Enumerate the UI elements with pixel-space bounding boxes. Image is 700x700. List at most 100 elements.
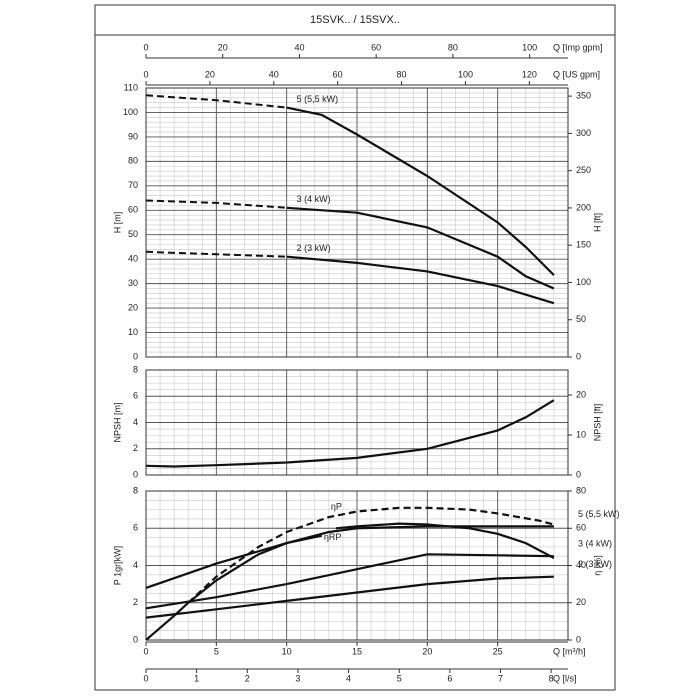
x-axis-label: Q [m³/h] <box>553 646 586 656</box>
x-tick-label: 120 <box>522 69 537 79</box>
x-axis-label: Q [l/s] <box>553 673 577 683</box>
x-tick-label: 80 <box>397 69 407 79</box>
x-tick-label: 5 <box>397 673 402 683</box>
curve <box>187 506 555 604</box>
x-tick-label: 6 <box>447 673 452 683</box>
curve <box>286 106 555 276</box>
plot-frame <box>145 490 569 641</box>
x-tick-label: 0 <box>143 69 148 79</box>
y2-tick-label: 150 <box>576 240 591 250</box>
y-tick-label: 60 <box>128 205 138 215</box>
y-tick-label: 6 <box>133 523 138 533</box>
x-tick-label: 25 <box>493 646 503 656</box>
curve-label: 2 (3 kW) <box>297 243 331 253</box>
y2-tick-label: 60 <box>576 523 586 533</box>
curve-label: 2 (3 kW) <box>578 559 612 569</box>
curve <box>286 255 555 305</box>
y2-tick-label: 10 <box>576 429 586 439</box>
y2-tick-label: 20 <box>576 389 586 399</box>
curve-label: ηRP <box>324 532 342 542</box>
curve <box>145 525 554 589</box>
y-tick-label: 2 <box>133 597 138 607</box>
chart-title: 15SVK.. / 15SVX.. <box>310 14 400 26</box>
curve-label: 3 (4 kW) <box>578 539 612 549</box>
y2-tick-label: 300 <box>576 128 591 138</box>
x-tick-label: 60 <box>333 69 343 79</box>
y2-tick-label: 20 <box>576 597 586 607</box>
x-tick-label: 100 <box>458 69 473 79</box>
curve-label: 5 (5,5 kW) <box>578 509 620 519</box>
y-tick-label: 8 <box>133 485 138 495</box>
y2-tick-label: 200 <box>576 202 591 212</box>
y2-tick-label: 0 <box>576 351 581 361</box>
y2-tick-label: 40 <box>576 560 586 570</box>
y2-tick-label: 0 <box>576 469 581 479</box>
y2-tick-label: 50 <box>576 314 586 324</box>
x-tick-label: 40 <box>269 69 279 79</box>
x-tick-label: 5 <box>214 646 219 656</box>
curve <box>286 206 555 290</box>
dashed-curve <box>145 199 287 209</box>
plot-frame <box>145 369 569 476</box>
y2-tick-label: 100 <box>576 277 591 287</box>
x-tick-label: 0 <box>143 673 148 683</box>
x-tick-label: 10 <box>282 646 292 656</box>
x-tick-label: 80 <box>448 42 458 52</box>
x-tick-label: 40 <box>294 42 304 52</box>
y-axis-label: NPSH [m] <box>112 402 122 442</box>
x-tick-label: 3 <box>295 673 300 683</box>
y-tick-label: 8 <box>133 364 138 374</box>
y2-tick-label: 250 <box>576 165 591 175</box>
x-tick-label: 20 <box>422 646 432 656</box>
x-tick-label: 8 <box>549 673 554 683</box>
x-tick-label: 20 <box>218 42 228 52</box>
x-tick-label: 0 <box>143 42 148 52</box>
x-tick-label: 100 <box>522 42 537 52</box>
y-tick-label: 90 <box>128 131 138 141</box>
y2-tick-label: 0 <box>576 634 581 644</box>
x-tick-label: 15 <box>352 646 362 656</box>
x-tick-label: 2 <box>245 673 250 683</box>
y2-axis-label: NPSH [ft] <box>592 404 602 442</box>
y2-axis-label: H [ft] <box>592 213 602 232</box>
y-tick-label: 4 <box>133 560 138 570</box>
x-tick-label: 4 <box>346 673 351 683</box>
curve-label: 3 (4 kW) <box>297 194 331 204</box>
x-axis-label: Q [Imp gpm] <box>553 42 603 52</box>
y-tick-label: 40 <box>128 254 138 264</box>
curve <box>145 553 554 610</box>
x-tick-label: 1 <box>194 673 199 683</box>
y-tick-label: 10 <box>128 327 138 337</box>
y-tick-label: 110 <box>124 82 138 92</box>
y-tick-label: 50 <box>128 229 138 239</box>
dashed-curve <box>145 250 287 258</box>
curve <box>145 399 555 468</box>
curve <box>145 575 554 619</box>
x-axis-label: Q [US gpm] <box>553 69 600 79</box>
y-tick-label: 4 <box>133 417 138 427</box>
plot-frame <box>145 87 569 358</box>
curve-label: 5 (5,5 kW) <box>297 94 339 104</box>
y2-tick-label: 350 <box>576 90 591 100</box>
x-tick-label: 7 <box>498 673 503 683</box>
y-tick-label: 0 <box>133 351 138 361</box>
x-tick-label: 20 <box>205 69 215 79</box>
y2-tick-label: 80 <box>576 485 586 495</box>
y-tick-label: 0 <box>133 634 138 644</box>
x-tick-label: 0 <box>143 646 148 656</box>
dashed-curve <box>145 94 287 109</box>
y-tick-label: 20 <box>128 302 138 312</box>
curve-label: ηP <box>331 501 342 511</box>
y-tick-label: 0 <box>133 469 138 479</box>
frame <box>94 4 616 691</box>
y-axis-label: H [m] <box>112 212 122 234</box>
curve <box>145 522 555 641</box>
y-tick-label: 2 <box>133 443 138 453</box>
y-tick-label: 80 <box>128 156 138 166</box>
y-axis-label: P 1gr[kW] <box>112 546 122 585</box>
x-tick-label: 60 <box>371 42 381 52</box>
y-tick-label: 6 <box>133 391 138 401</box>
y-tick-label: 100 <box>123 107 138 117</box>
y-tick-label: 70 <box>128 180 138 190</box>
